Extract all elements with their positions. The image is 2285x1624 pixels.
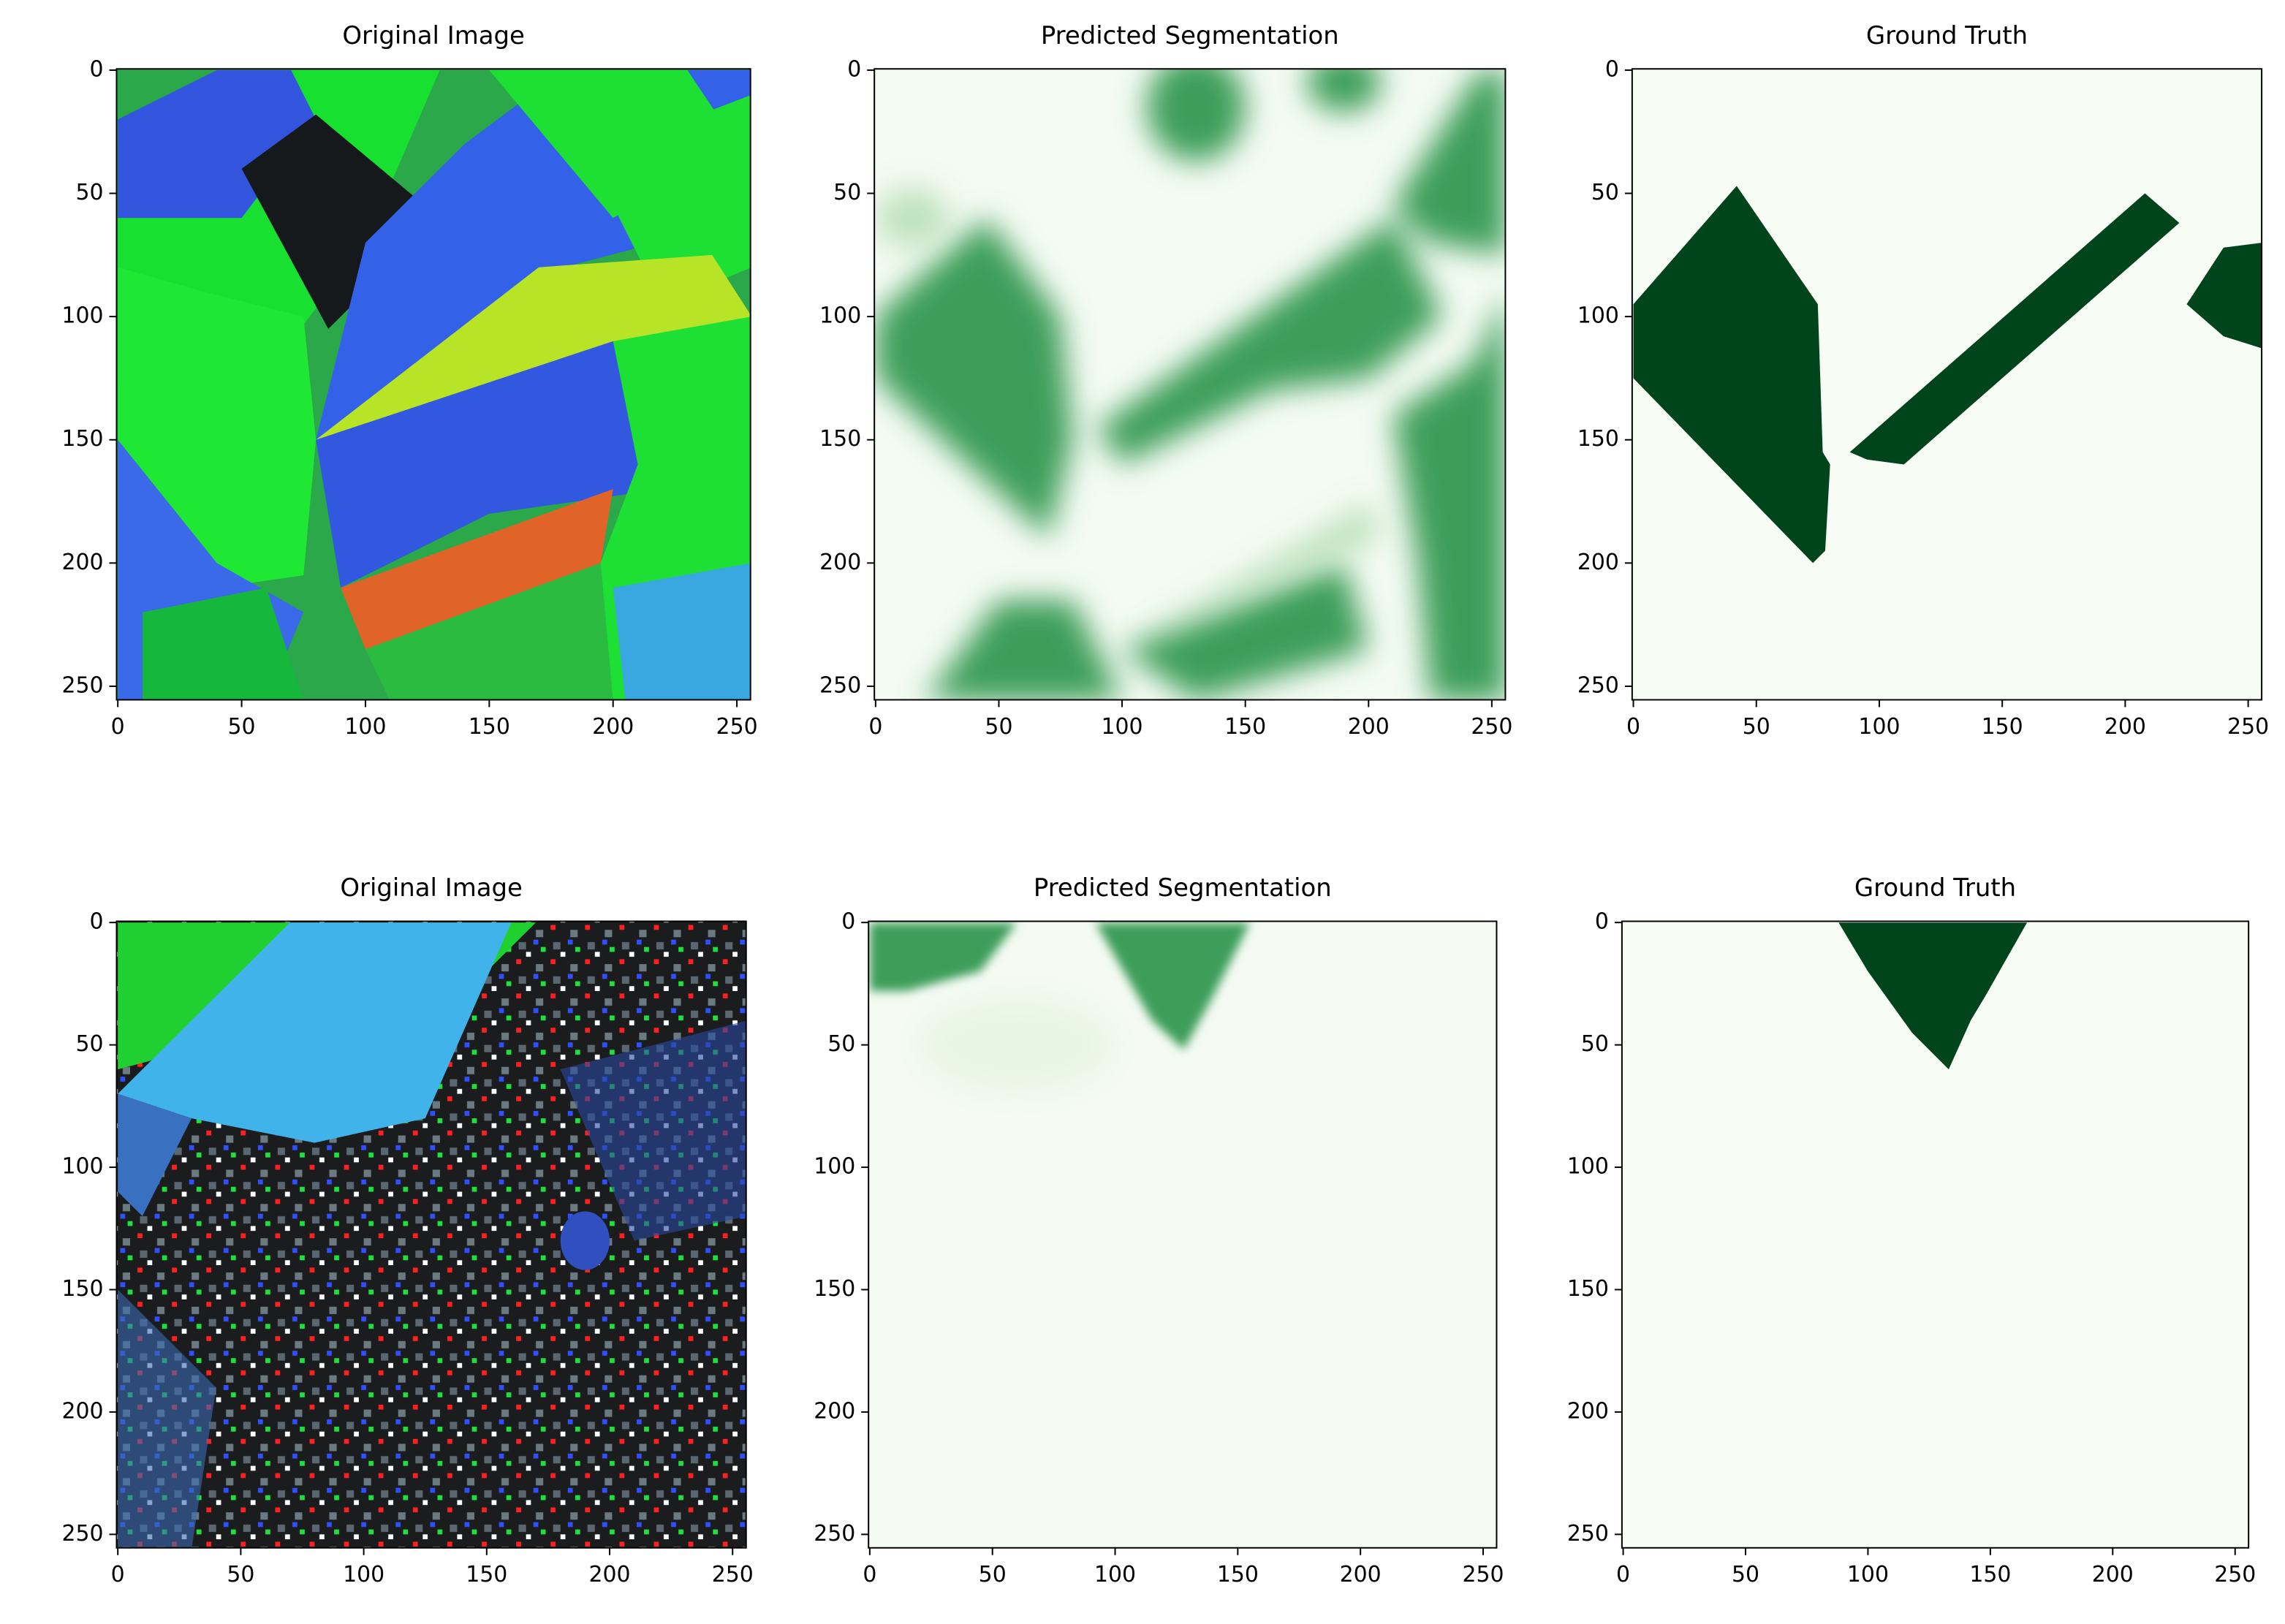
y-tick-label: 150	[1577, 426, 1619, 452]
y-tick-label: 150	[61, 1276, 103, 1302]
y-tick-label: 250	[61, 1521, 103, 1547]
y-tick-label: 100	[61, 303, 103, 329]
axes-frame	[868, 920, 1498, 1549]
image	[874, 69, 1506, 700]
x-tick-label: 50	[985, 714, 1012, 740]
y-tick-label: 0	[1595, 909, 1609, 935]
x-tick-label: 150	[1217, 1562, 1259, 1587]
y-tick-label: 200	[1567, 1398, 1609, 1424]
x-tick-label: 0	[111, 1562, 125, 1587]
x-tick-label: 100	[1102, 714, 1143, 740]
y-tick-label: 100	[1567, 1154, 1609, 1180]
y-tick-label: 200	[819, 550, 861, 575]
image	[116, 69, 751, 700]
x-tick-label: 50	[979, 1562, 1007, 1587]
y-tick-label: 150	[61, 426, 103, 452]
x-tick-label: 0	[111, 714, 125, 740]
axes-frame	[115, 68, 751, 701]
y-tick-label: 0	[847, 56, 861, 82]
x-tick-label: 250	[712, 1562, 754, 1587]
y-tick-label: 0	[90, 56, 104, 82]
y-tick-label: 250	[819, 672, 861, 698]
image	[1621, 921, 2249, 1548]
y-tick-label: 200	[61, 550, 103, 575]
y-tick-label: 100	[1577, 303, 1619, 329]
y-tick-label: 50	[76, 1031, 104, 1057]
x-tick-label: 100	[343, 1562, 384, 1587]
y-tick-label: 250	[1567, 1521, 1609, 1547]
x-tick-label: 100	[1858, 714, 1900, 740]
axes-frame	[874, 68, 1507, 701]
y-tick-label: 100	[61, 1154, 103, 1180]
y-tick-label: 150	[814, 1276, 855, 1302]
y-tick-label: 50	[1581, 1031, 1609, 1057]
y-tick-label: 150	[1567, 1276, 1609, 1302]
x-tick-label: 200	[2092, 1562, 2134, 1587]
axes-frame	[1631, 68, 2263, 701]
panel-title: Original Image	[342, 21, 524, 50]
x-tick-label: 150	[1224, 714, 1266, 740]
x-tick-label: 50	[228, 714, 256, 740]
x-tick-label: 250	[2214, 1562, 2256, 1587]
x-tick-label: 250	[1471, 714, 1512, 740]
panel-title: Original Image	[340, 873, 522, 902]
x-tick-label: 50	[227, 1562, 254, 1587]
y-tick-label: 250	[61, 672, 103, 698]
image	[868, 921, 1497, 1548]
axes-frame	[115, 920, 747, 1549]
x-tick-label: 250	[716, 714, 758, 740]
x-tick-label: 0	[863, 1562, 876, 1587]
image	[1632, 69, 2262, 700]
image	[116, 921, 746, 1548]
y-tick-label: 200	[1577, 550, 1619, 575]
x-tick-label: 0	[868, 714, 882, 740]
panel-title: Ground Truth	[1854, 873, 2016, 902]
x-tick-label: 100	[344, 714, 386, 740]
y-tick-label: 50	[1591, 180, 1619, 205]
x-tick-label: 200	[2104, 714, 2146, 740]
x-tick-label: 250	[1462, 1562, 1504, 1587]
y-tick-label: 50	[833, 180, 861, 205]
y-tick-label: 0	[1605, 56, 1619, 82]
panel-title: Predicted Segmentation	[1041, 21, 1339, 50]
y-tick-label: 100	[819, 303, 861, 329]
y-tick-label: 250	[814, 1521, 855, 1547]
y-tick-label: 150	[819, 426, 861, 452]
x-tick-label: 250	[2227, 714, 2269, 740]
axes-frame	[1621, 920, 2250, 1549]
x-tick-label: 150	[466, 1562, 507, 1587]
x-tick-label: 100	[1847, 1562, 1889, 1587]
y-tick-label: 250	[1577, 672, 1619, 698]
x-tick-label: 200	[592, 714, 634, 740]
x-tick-label: 50	[1743, 714, 1770, 740]
x-tick-label: 200	[1348, 714, 1390, 740]
y-tick-label: 200	[61, 1398, 103, 1424]
panel-title: Predicted Segmentation	[1034, 873, 1332, 902]
x-tick-label: 100	[1094, 1562, 1136, 1587]
y-tick-label: 50	[76, 180, 104, 205]
x-tick-label: 0	[1626, 714, 1640, 740]
y-tick-label: 100	[814, 1154, 855, 1180]
y-tick-label: 0	[841, 909, 855, 935]
y-tick-label: 50	[827, 1031, 855, 1057]
x-tick-label: 200	[588, 1562, 630, 1587]
x-tick-label: 200	[1340, 1562, 1382, 1587]
y-tick-label: 0	[90, 909, 104, 935]
x-tick-label: 150	[469, 714, 510, 740]
panel-title: Ground Truth	[1866, 21, 2028, 50]
x-tick-label: 0	[1616, 1562, 1630, 1587]
x-tick-label: 150	[1982, 714, 2023, 740]
x-tick-label: 50	[1732, 1562, 1759, 1587]
x-tick-label: 150	[1969, 1562, 2011, 1587]
y-tick-label: 200	[814, 1398, 855, 1424]
